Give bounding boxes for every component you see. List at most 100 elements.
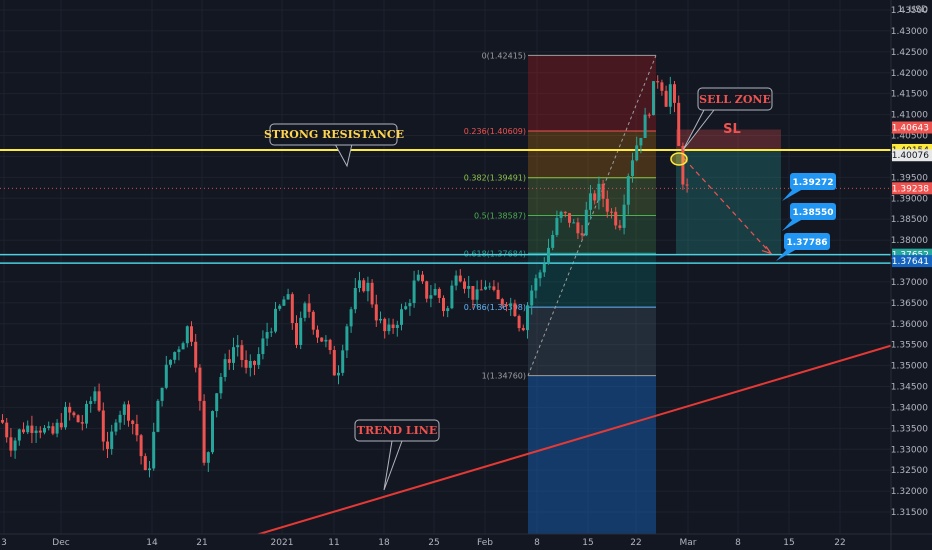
candle-body: [668, 84, 672, 107]
candle-body: [484, 286, 487, 290]
price-tick-label: 1.43000: [891, 27, 928, 37]
time-tick-label: 22: [630, 538, 641, 548]
price-tick-label: 1.31500: [891, 508, 928, 518]
candle-body: [131, 420, 135, 424]
candle-body: [110, 431, 114, 449]
candle: [160, 387, 164, 407]
candle-body: [89, 401, 93, 404]
candle-body: [379, 318, 382, 321]
fib-zone-extension: [528, 375, 656, 534]
horizontal-lines[interactable]: [0, 148, 891, 264]
price-tick-label: 1.36500: [891, 299, 928, 309]
time-tick-label: 3: [1, 538, 7, 548]
trend-line-stroke[interactable]: [225, 344, 892, 545]
candle-body: [505, 304, 508, 307]
candle-body: [97, 391, 101, 411]
time-tick-label: Feb: [477, 538, 493, 548]
price-tick-label: 1.41500: [891, 90, 928, 100]
time-axis[interactable]: [0, 534, 932, 550]
candle-body: [148, 468, 151, 471]
candle-body: [395, 324, 399, 329]
price-tag-label: 1.40076: [892, 151, 929, 161]
target-pointer: [776, 249, 797, 261]
candle-body: [353, 287, 357, 310]
sell-zone-marker[interactable]: [670, 152, 688, 166]
callouts[interactable]: STRONG RESISTANCE TREND LINE SELL ZONE SL 1.…: [264, 87, 836, 491]
candle: [22, 422, 25, 434]
target-box[interactable]: [784, 233, 830, 250]
candle: [286, 288, 290, 300]
candle: [404, 302, 408, 311]
candle: [492, 280, 496, 292]
candle: [64, 401, 67, 430]
candle-body: [589, 193, 592, 210]
target-box[interactable]: [790, 203, 836, 220]
candle: [387, 318, 391, 335]
candle-body: [631, 160, 634, 177]
candle-body: [622, 204, 626, 228]
price-tag: [892, 121, 932, 134]
candle-body: [601, 183, 605, 199]
candle-body: [240, 345, 244, 360]
candle-body: [584, 209, 588, 236]
sell-zone-callout[interactable]: [697, 87, 773, 111]
candle-body: [1, 419, 4, 423]
fib-level-label: 0.5(1.38587): [474, 212, 526, 221]
candle: [307, 293, 311, 318]
candle: [324, 335, 328, 348]
candle-body: [538, 272, 542, 279]
candle-body: [47, 426, 51, 428]
candle: [152, 422, 156, 471]
candle-body: [17, 429, 21, 441]
candle-body: [673, 84, 676, 103]
candle: [513, 299, 517, 317]
candle-body: [454, 275, 458, 286]
candle-body: [106, 441, 109, 449]
candle: [349, 306, 353, 333]
candle-body: [471, 286, 475, 300]
candle: [211, 410, 214, 455]
candle-body: [605, 198, 609, 212]
short-position-tool[interactable]: [676, 129, 781, 255]
strong-resistance-callout[interactable]: [269, 123, 398, 146]
candle-body: [328, 339, 332, 351]
candle: [311, 310, 315, 335]
candle: [169, 359, 172, 368]
stop-loss-zone[interactable]: [676, 129, 781, 150]
candle: [148, 461, 151, 478]
candle: [181, 341, 185, 350]
target-box[interactable]: [790, 173, 836, 190]
candle: [341, 344, 345, 376]
candle: [429, 284, 433, 308]
price-tick-label: 1.36000: [891, 320, 928, 330]
fibonacci-retracement[interactable]: 0(1.42415) 0.236(1.40609) 0.382(1.39491) 0.…: [464, 51, 657, 534]
candle-body: [265, 332, 269, 339]
candle-body: [286, 294, 290, 300]
candle: [265, 322, 269, 347]
candle: [454, 270, 458, 291]
candle: [127, 400, 130, 427]
price-tick-label: 1.37000: [891, 278, 928, 288]
candle: [505, 301, 508, 312]
candle-body: [248, 360, 252, 368]
candle-body: [643, 114, 647, 138]
candle: [185, 325, 189, 348]
grid: [0, 0, 891, 534]
trend-line[interactable]: [225, 344, 892, 545]
trend-line-label: TREND LINE: [357, 424, 437, 437]
price-axis[interactable]: [891, 0, 932, 550]
candle: [190, 321, 193, 347]
candle-body: [5, 422, 9, 438]
stop-loss-label: SL: [723, 122, 741, 137]
strong-resistance-label: STRONG RESISTANCE: [264, 128, 404, 141]
candle: [26, 420, 30, 435]
candle: [55, 419, 59, 438]
candle-body: [534, 278, 538, 291]
take-profit-zone[interactable]: [676, 149, 781, 255]
candle: [618, 219, 622, 231]
trend-line-callout[interactable]: [354, 419, 440, 442]
candle: [139, 433, 143, 465]
candle-body: [303, 303, 307, 318]
candle: [458, 269, 462, 283]
